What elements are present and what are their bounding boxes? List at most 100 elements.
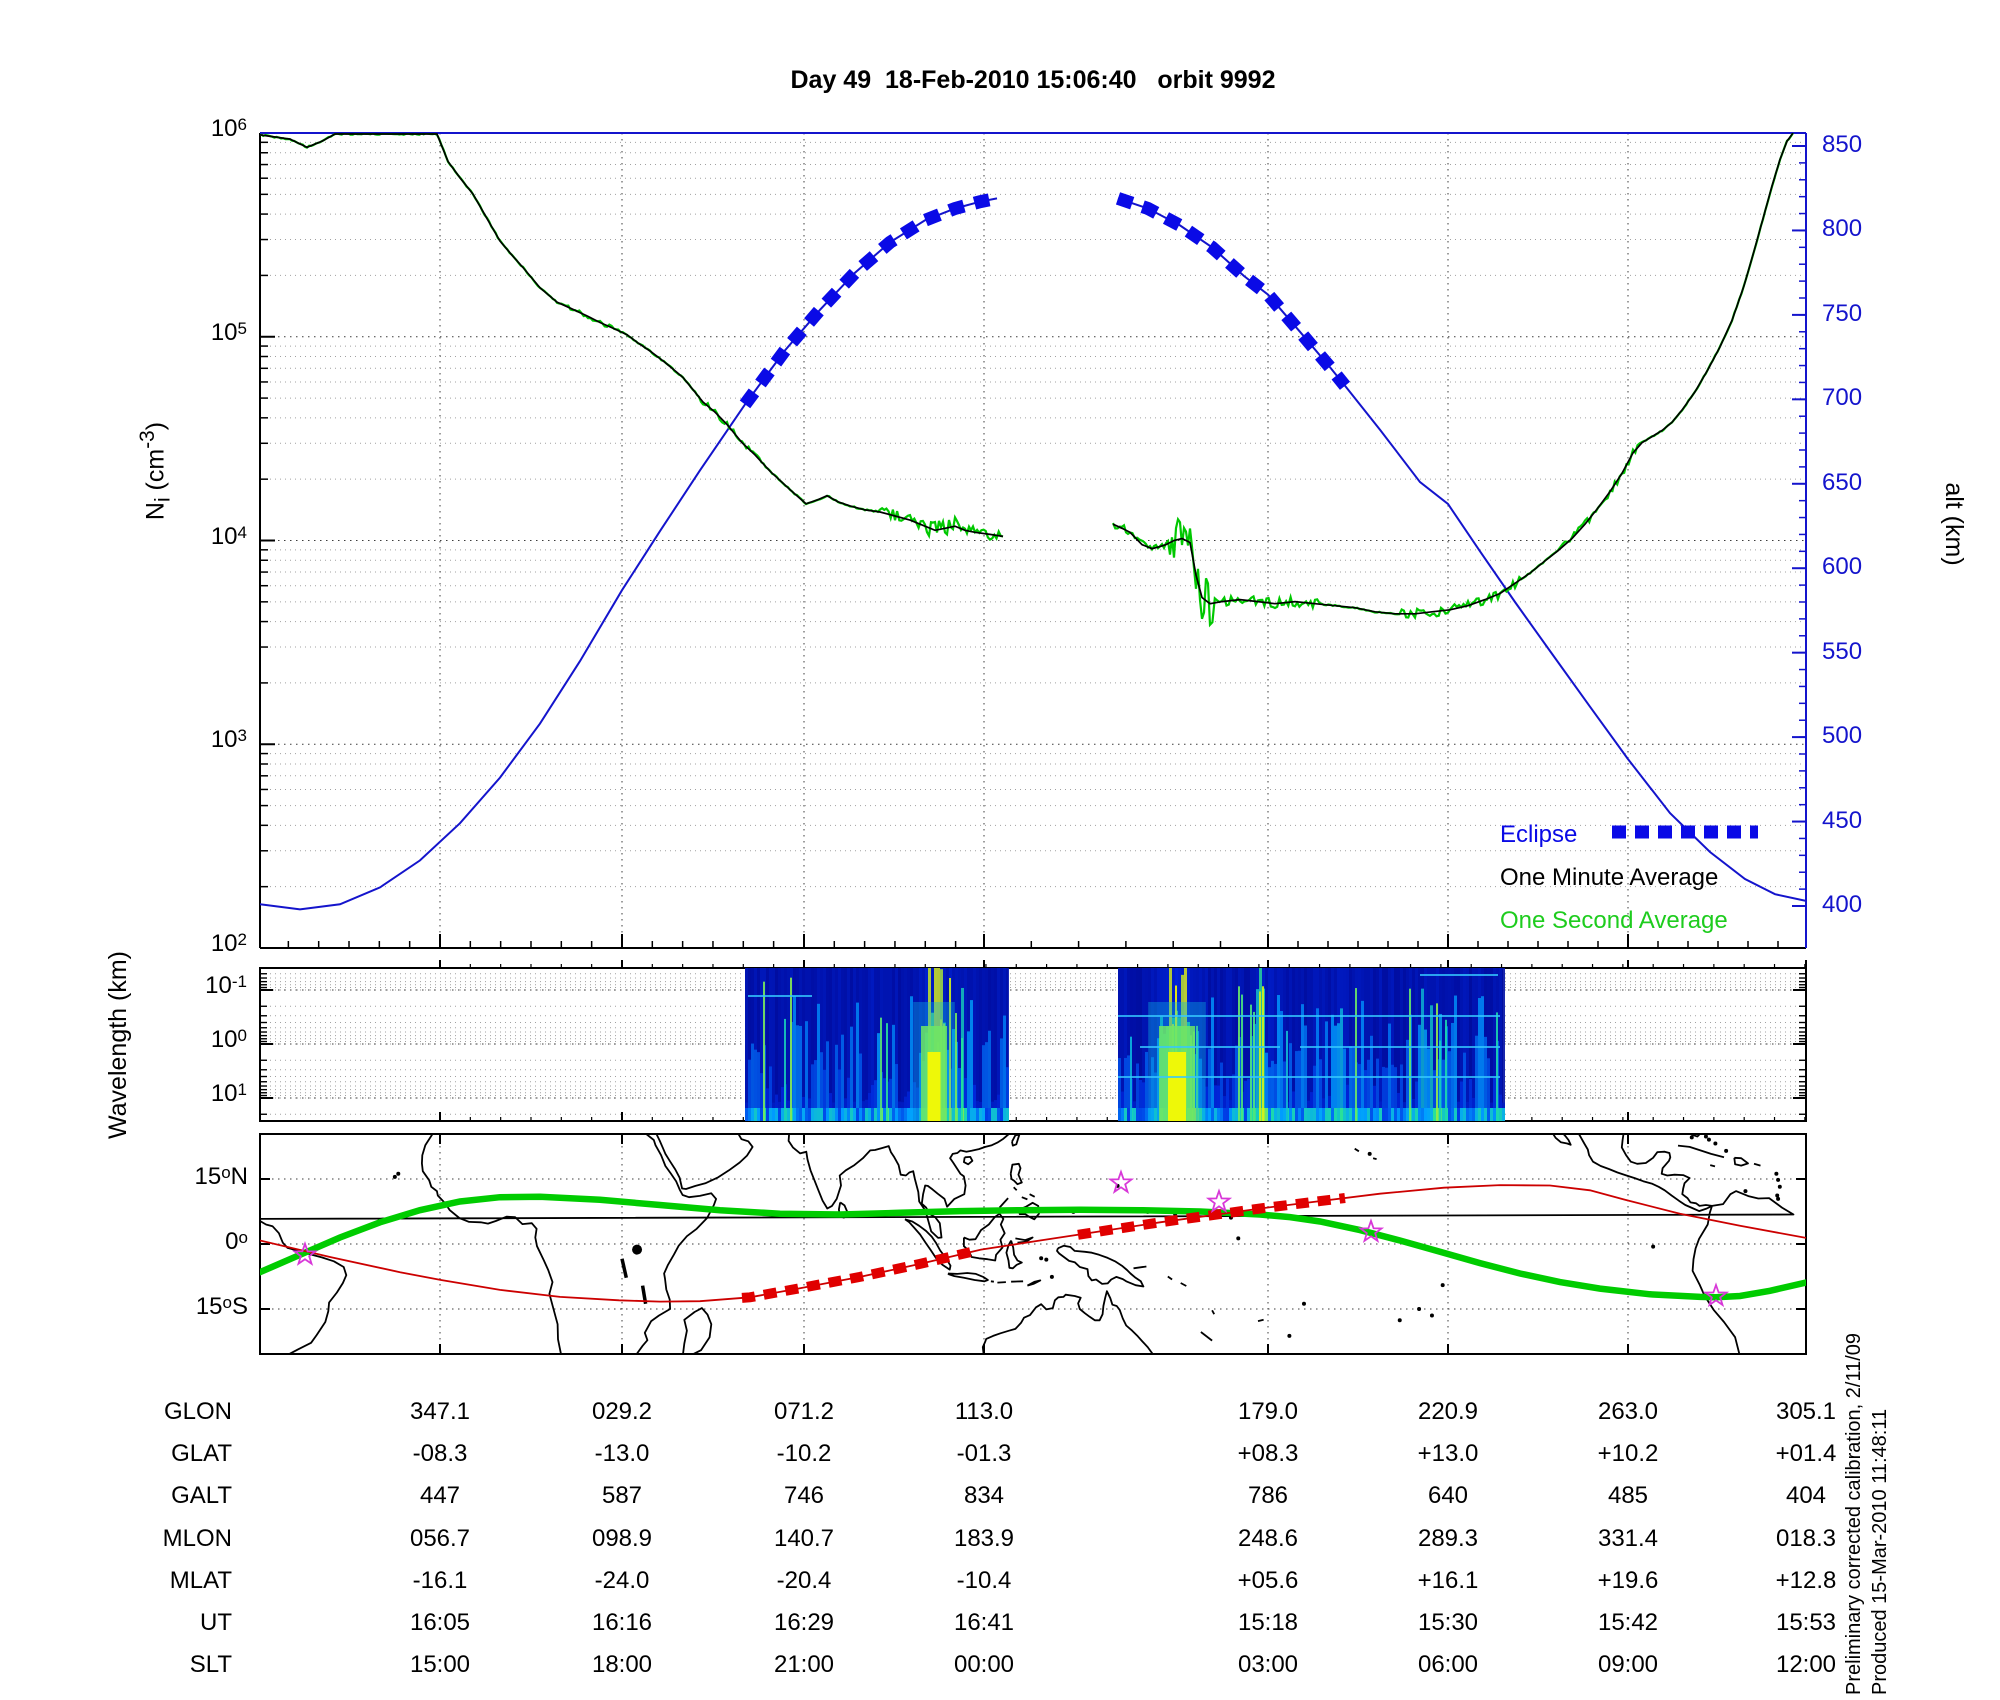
coastline-path bbox=[998, 1197, 1009, 1209]
coastline-path bbox=[1013, 1186, 1018, 1191]
table-cell: 12:00 bbox=[1775, 1651, 1837, 1679]
island-dot bbox=[1776, 1196, 1781, 1201]
island-dot bbox=[1777, 1184, 1782, 1189]
island-dot bbox=[1429, 1313, 1434, 1318]
coastline-path bbox=[260, 1220, 348, 1354]
table-cell: 248.6 bbox=[1237, 1524, 1299, 1552]
one-minute-average-curve bbox=[260, 133, 1004, 538]
table-cell: 09:00 bbox=[1597, 1651, 1659, 1679]
coastline-path bbox=[1200, 1331, 1213, 1342]
alt-tick-label: 650 bbox=[1822, 468, 1863, 496]
coastline-path bbox=[1354, 1147, 1360, 1153]
table-cell: 06:00 bbox=[1417, 1651, 1479, 1679]
table-cell: 03:00 bbox=[1237, 1651, 1299, 1679]
coastline-path bbox=[904, 1218, 952, 1271]
ni-tick-label: 102 bbox=[210, 930, 247, 957]
wavelength-tick-label: 100 bbox=[210, 1026, 247, 1053]
table-cell: -01.3 bbox=[956, 1440, 1012, 1468]
table-cell: 098.9 bbox=[591, 1524, 653, 1552]
island-dot bbox=[1044, 1257, 1049, 1262]
island-dot bbox=[1743, 1189, 1748, 1194]
table-cell: 00:00 bbox=[953, 1651, 1015, 1679]
coastline-path bbox=[1578, 1134, 1713, 1212]
island-dot bbox=[1775, 1193, 1780, 1198]
table-cell: 16:41 bbox=[953, 1609, 1015, 1636]
island-dot bbox=[1236, 1236, 1241, 1241]
table-cell: 15:18 bbox=[1237, 1609, 1299, 1636]
coastline-path bbox=[655, 1134, 754, 1190]
coastline-path bbox=[635, 1134, 717, 1354]
coastline-path bbox=[1005, 1240, 1023, 1270]
map-lat-label: 15oN bbox=[194, 1163, 248, 1190]
table-cell: -10.4 bbox=[956, 1566, 1012, 1594]
table-cell: 331.4 bbox=[1597, 1524, 1659, 1552]
table-cell: 15:30 bbox=[1417, 1609, 1479, 1636]
density-altitude-curves bbox=[260, 133, 1806, 911]
wavelength-panel bbox=[259, 960, 1807, 1122]
table-cell: 289.3 bbox=[1417, 1524, 1479, 1552]
island-dot bbox=[1776, 1177, 1781, 1182]
alt-axis-label: alt (km) bbox=[1940, 482, 1968, 566]
calibration-annotation: Preliminary corrected calibration, 2/11/… bbox=[1843, 1332, 1865, 1695]
coastline-path bbox=[1709, 1164, 1716, 1168]
island-dot bbox=[1367, 1151, 1372, 1156]
table-cell: 179.0 bbox=[1237, 1398, 1299, 1425]
eclipse-track-overlay bbox=[741, 1246, 977, 1303]
legend-eclipse: Eclipse bbox=[1500, 821, 1578, 848]
table-row-label: SLT bbox=[189, 1651, 232, 1679]
table-cell: +13.0 bbox=[1417, 1440, 1479, 1468]
table-cell: -13.0 bbox=[594, 1440, 650, 1468]
table-cell: 018.3 bbox=[1775, 1524, 1837, 1552]
table-cell: 21:00 bbox=[773, 1651, 835, 1679]
island-dot bbox=[1301, 1301, 1306, 1306]
coastline-path bbox=[1026, 1279, 1042, 1287]
map-content bbox=[260, 1134, 1806, 1354]
ni-tick-label: 106 bbox=[210, 115, 247, 142]
table-row-label: GLAT bbox=[171, 1440, 232, 1468]
table-cell: -16.1 bbox=[412, 1566, 468, 1594]
alt-tick-label: 700 bbox=[1822, 384, 1863, 412]
coastline-path bbox=[1133, 1265, 1147, 1270]
table-cell: -10.2 bbox=[776, 1440, 832, 1468]
table-cell: 404 bbox=[1785, 1482, 1827, 1510]
table-cell: 15:53 bbox=[1775, 1609, 1837, 1636]
ni-tick-label: 105 bbox=[210, 318, 247, 346]
map-lat-label: 15oS bbox=[195, 1292, 248, 1320]
coastline-path bbox=[963, 1212, 1006, 1262]
island-dot bbox=[1397, 1318, 1402, 1323]
table-cell: +16.1 bbox=[1417, 1566, 1479, 1594]
table-cell: 16:29 bbox=[773, 1609, 835, 1636]
island-dot bbox=[1689, 1135, 1694, 1140]
table-cell: 746 bbox=[783, 1482, 825, 1510]
table-cell: +19.6 bbox=[1597, 1566, 1659, 1594]
coastline-path bbox=[981, 1290, 1154, 1354]
table-cell: 071.2 bbox=[773, 1398, 835, 1425]
wavelength-tick-label: 101 bbox=[210, 1080, 247, 1107]
satellite-ground-track bbox=[260, 1184, 1806, 1303]
alt-tick-label: 550 bbox=[1822, 637, 1863, 665]
map-lat-label: 0o bbox=[225, 1228, 248, 1255]
ground-station-star bbox=[291, 1241, 319, 1266]
alt-tick-label: 500 bbox=[1822, 722, 1863, 750]
lake bbox=[620, 1258, 629, 1279]
table-cell: 16:16 bbox=[591, 1609, 653, 1636]
table-cell: +12.8 bbox=[1775, 1566, 1837, 1594]
figure-title: Day 49 18-Feb-2010 15:06:40 orbit 9992 bbox=[790, 66, 1276, 94]
coastline-path bbox=[1733, 1156, 1749, 1167]
table-cell: 029.2 bbox=[591, 1398, 653, 1425]
coastline-path bbox=[1753, 1162, 1761, 1167]
coastline-path bbox=[963, 1156, 974, 1166]
coastline-path bbox=[1257, 1318, 1264, 1322]
table-cell: 786 bbox=[1247, 1482, 1289, 1510]
table-cell: 183.9 bbox=[953, 1524, 1015, 1552]
coastline-path bbox=[682, 1307, 713, 1354]
legend-one-minute-average: One Minute Average bbox=[1500, 864, 1719, 891]
table-cell: 263.0 bbox=[1597, 1398, 1659, 1425]
island-dot bbox=[1774, 1171, 1779, 1176]
table-cell: 834 bbox=[963, 1482, 1005, 1510]
table-cell: 15:42 bbox=[1597, 1609, 1659, 1636]
coastline-path bbox=[1009, 1162, 1023, 1186]
alt-tick-label: 450 bbox=[1822, 806, 1863, 834]
table-cell: +10.2 bbox=[1597, 1440, 1659, 1468]
